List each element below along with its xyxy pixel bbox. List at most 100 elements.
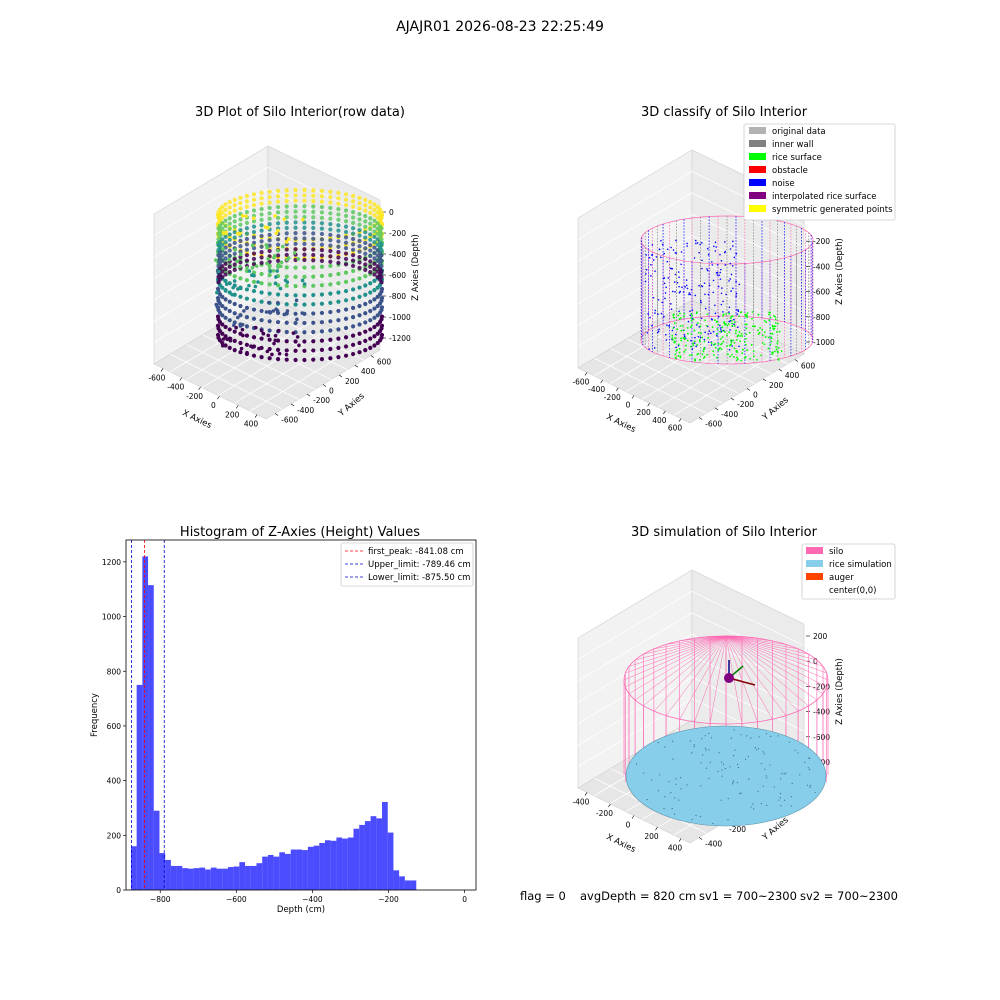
pane-floor xyxy=(577,299,805,424)
grid-line xyxy=(267,188,381,244)
point xyxy=(319,338,325,343)
point xyxy=(368,232,373,237)
point xyxy=(694,239,697,242)
plot-title: 3D classify of Silo Interior xyxy=(641,105,808,120)
point xyxy=(776,342,779,345)
point xyxy=(363,267,368,272)
point xyxy=(357,249,362,254)
point-column xyxy=(319,188,325,264)
legend-label: noise xyxy=(772,179,795,189)
point xyxy=(719,327,722,329)
point xyxy=(736,349,738,352)
point xyxy=(302,198,307,203)
point xyxy=(814,791,816,794)
point xyxy=(250,243,255,248)
y-tick-label: 400 xyxy=(361,367,376,376)
point xyxy=(357,340,362,346)
point xyxy=(259,196,264,201)
silo-top-rim xyxy=(623,635,829,725)
point xyxy=(696,353,699,356)
point xyxy=(760,763,762,765)
point xyxy=(263,225,268,229)
point xyxy=(780,805,782,807)
subplot-raw-3d: 3D Plot of Silo Interior(row data) -600-… xyxy=(148,105,421,431)
silo-roof-line xyxy=(665,635,727,716)
point xyxy=(689,740,692,742)
point xyxy=(740,311,743,314)
point xyxy=(319,329,325,334)
point xyxy=(232,267,237,272)
point xyxy=(282,217,287,222)
point xyxy=(259,271,264,277)
point xyxy=(368,237,373,242)
sv1-text: sv1 = 700~2300 xyxy=(699,889,797,903)
point xyxy=(368,259,373,264)
point xyxy=(343,229,349,235)
point xyxy=(368,253,373,259)
point xyxy=(319,301,325,306)
histogram-bar xyxy=(165,859,171,890)
point xyxy=(773,350,776,353)
point xyxy=(720,348,723,351)
point xyxy=(703,338,706,341)
silo-roof-line xyxy=(725,635,786,645)
y-tick xyxy=(746,388,751,391)
point xyxy=(244,287,250,292)
point xyxy=(372,306,377,311)
histogram-bar xyxy=(222,868,228,890)
point xyxy=(244,253,250,258)
point xyxy=(343,344,349,349)
point xyxy=(678,285,680,288)
grid-line xyxy=(577,235,693,305)
point xyxy=(238,350,243,355)
histogram-bar xyxy=(193,868,200,890)
point xyxy=(336,239,341,244)
point xyxy=(705,749,707,751)
point xyxy=(651,244,654,246)
point xyxy=(674,291,676,293)
point xyxy=(774,321,777,324)
point xyxy=(238,260,243,265)
point xyxy=(363,301,368,307)
point xyxy=(319,248,325,253)
point xyxy=(227,270,232,275)
point xyxy=(768,313,770,316)
point xyxy=(763,753,766,755)
x-tick xyxy=(608,803,611,808)
point xyxy=(379,220,384,226)
point xyxy=(350,315,356,320)
point xyxy=(372,202,377,207)
x-tick xyxy=(160,368,164,372)
point xyxy=(746,314,748,317)
legend-label: Lower_limit: -875.50 cm xyxy=(368,573,470,583)
point xyxy=(663,282,666,285)
x-tick xyxy=(584,372,588,376)
x-tick-label: 200 xyxy=(637,408,652,417)
point xyxy=(724,241,726,243)
point xyxy=(729,343,732,346)
histogram-bar xyxy=(245,865,251,890)
point xyxy=(659,774,661,776)
point xyxy=(688,293,690,296)
point xyxy=(254,264,259,268)
point xyxy=(724,331,726,333)
point xyxy=(251,202,257,208)
point xyxy=(336,281,341,286)
point xyxy=(716,334,718,337)
point xyxy=(731,324,734,327)
point xyxy=(724,251,726,254)
point xyxy=(311,209,316,214)
point xyxy=(701,336,704,339)
point xyxy=(350,199,356,204)
point xyxy=(671,334,674,337)
point xyxy=(733,323,735,326)
point xyxy=(716,328,719,330)
point xyxy=(350,226,356,231)
point xyxy=(259,250,264,255)
point xyxy=(771,353,774,356)
point xyxy=(244,296,250,301)
point xyxy=(363,283,368,288)
point xyxy=(809,757,811,759)
point xyxy=(752,350,755,353)
y-tick xyxy=(370,355,375,358)
